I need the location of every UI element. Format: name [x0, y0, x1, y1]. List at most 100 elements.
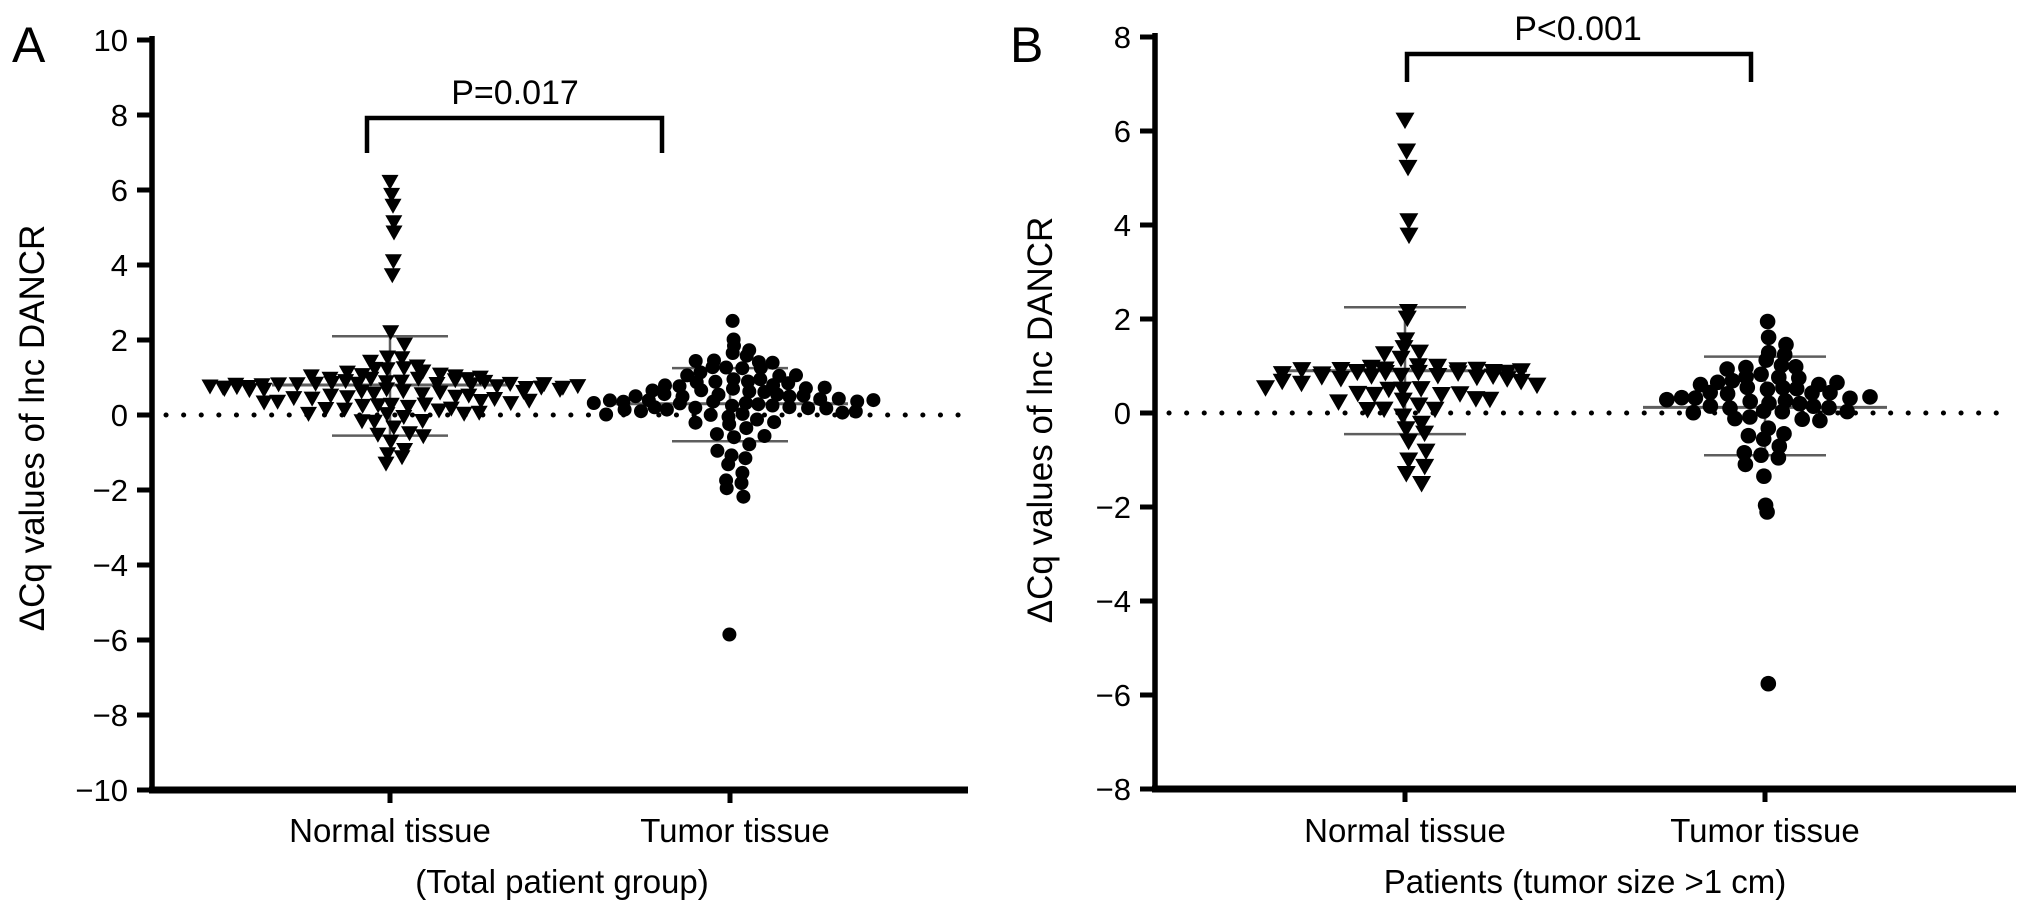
y-tick-label: −8: [93, 698, 128, 733]
data-point-triangle: [1348, 385, 1368, 403]
data-point-triangle: [532, 380, 550, 396]
data-point-triangle: [337, 374, 355, 390]
data-point-triangle: [353, 414, 371, 430]
data-point-triangle: [470, 405, 488, 421]
data-point-circle: [617, 402, 632, 417]
data-point-triangle: [1425, 401, 1445, 419]
data-point-triangle: [488, 379, 506, 395]
data-point-triangle: [414, 429, 432, 445]
y-tick-label: 8: [111, 98, 128, 133]
data-point-circle: [719, 481, 734, 496]
data-point-circle: [672, 396, 687, 411]
data-point-triangle: [1374, 346, 1394, 363]
data-point-triangle: [1399, 433, 1419, 451]
data-point-circle: [835, 405, 850, 420]
data-point-circle: [1805, 398, 1822, 415]
data-point-triangle: [502, 396, 520, 412]
data-point-triangle: [349, 376, 367, 392]
data-point-triangle: [1411, 381, 1431, 398]
data-point-triangle: [569, 379, 587, 395]
panel-b-significance-bracket: [1404, 51, 1754, 82]
panel-b: B ΔCq values of lnc DANCR 86420−2−4−6−8 …: [1010, 10, 2016, 900]
data-point-circle: [1775, 379, 1791, 396]
data-point-triangle: [383, 268, 401, 284]
y-tick-label: −6: [1096, 678, 1131, 713]
data-point-circle: [1719, 361, 1735, 377]
data-point-circle: [647, 400, 662, 415]
data-point-circle: [739, 421, 754, 436]
data-point-triangle: [1511, 373, 1531, 391]
data-point-circle: [722, 627, 737, 642]
panel-a-y-axis-title: ΔCq values of lnc DANCR: [13, 225, 52, 632]
data-point-triangle: [396, 337, 413, 353]
data-point-circle: [1724, 372, 1741, 389]
data-point-triangle: [365, 414, 383, 430]
data-point-triangle: [336, 402, 353, 418]
data-point-circle: [738, 451, 753, 466]
data-point-circle: [1685, 404, 1702, 421]
data-point-circle: [722, 417, 737, 432]
data-point-circle: [765, 355, 780, 370]
data-point-circle: [1739, 379, 1756, 396]
data-point-triangle: [303, 391, 321, 407]
data-point-circle: [1702, 398, 1719, 414]
data-point-triangle: [393, 374, 410, 390]
data-point-circle: [708, 374, 723, 389]
data-point-triangle: [288, 377, 306, 393]
data-point-triangle: [369, 398, 387, 414]
data-point-triangle: [1397, 143, 1417, 160]
data-point-circle: [1760, 675, 1777, 692]
data-point-triangle: [1466, 391, 1486, 408]
panel-a-xtick-label-normal-tissue: Normal tissue: [289, 812, 491, 849]
panel-b-y-axis-title: ΔCq values of lnc DANCR: [1021, 217, 1060, 624]
data-point-triangle: [378, 362, 396, 378]
data-point-circle: [742, 437, 757, 452]
data-point-circle: [1788, 380, 1805, 397]
data-point-circle: [1759, 504, 1775, 520]
y-tick-label: 4: [1114, 208, 1131, 243]
data-point-circle: [753, 372, 768, 387]
data-point-triangle: [383, 187, 401, 203]
data-point-circle: [751, 397, 766, 412]
data-point-triangle: [1391, 350, 1411, 368]
data-point-triangle: [339, 390, 356, 406]
data-point-circle: [1727, 410, 1743, 427]
data-point-triangle: [353, 384, 371, 400]
data-point-triangle: [1374, 401, 1394, 419]
data-point-triangle: [442, 401, 460, 417]
data-point-triangle: [395, 410, 413, 425]
data-point-circle: [1740, 427, 1757, 444]
data-point-circle: [1755, 403, 1772, 419]
data-point-circle: [727, 430, 741, 445]
data-point-circle: [736, 489, 751, 504]
data-point-triangle: [1416, 443, 1436, 461]
y-tick-label: −6: [93, 623, 128, 658]
data-point-triangle: [201, 379, 219, 395]
data-point-triangle: [377, 456, 395, 472]
data-point-circle: [1771, 438, 1788, 455]
data-point-triangle: [393, 450, 411, 466]
panel-a-plot-area: 10 8 6 4 2 0 −2 −4 −6 −8 −10: [75, 23, 968, 808]
data-point-triangle: [382, 325, 400, 341]
data-point-triangle: [1391, 367, 1411, 385]
data-point-triangle: [401, 426, 418, 442]
data-point-triangle: [394, 384, 412, 400]
data-point-circle: [725, 346, 740, 360]
data-point-circle: [1794, 411, 1810, 428]
data-point-triangle: [446, 373, 464, 389]
data-point-triangle: [1312, 369, 1332, 386]
data-point-triangle: [1365, 386, 1384, 404]
data-point-circle: [734, 476, 749, 490]
data-point-triangle: [378, 407, 396, 423]
data-point-circle: [1758, 352, 1774, 368]
data-point-triangle: [476, 374, 494, 390]
data-point-triangle: [1415, 425, 1435, 443]
data-point-triangle: [1394, 340, 1414, 357]
panel-b-x-axis-note: Patients (tumor size >1 cm): [1384, 863, 1787, 900]
data-point-triangle: [215, 382, 233, 397]
data-point-triangle: [1331, 371, 1351, 388]
data-point-circle: [1737, 456, 1754, 473]
data-point-circle: [1822, 384, 1838, 401]
data-point-circle: [1760, 329, 1777, 346]
